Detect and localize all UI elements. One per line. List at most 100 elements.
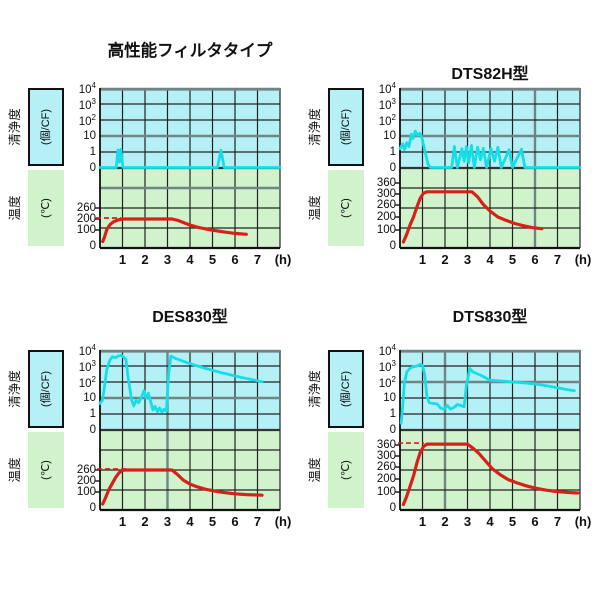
cleanliness-tick-label: 10 — [58, 130, 96, 143]
chart-title: DTS830型 — [452, 309, 528, 326]
temperature-axis-label: 温度 — [8, 195, 22, 221]
temperature-tick-label: 260 — [376, 199, 396, 211]
cleanliness-tick-label: 104 — [58, 82, 96, 97]
cleanliness-tick-label: 10 — [358, 392, 396, 405]
cleanliness-line — [98, 148, 282, 169]
cleanliness-axis-label: 清浄度 — [8, 370, 22, 408]
x-tick-label: 4 — [186, 252, 194, 267]
temperature-axis-label: 温度 — [308, 457, 322, 483]
x-tick-label: 6 — [231, 514, 239, 529]
x-tick-label: 2 — [441, 514, 449, 529]
cleanliness-tick-label: 104 — [358, 82, 396, 97]
cleanliness-axis-label: 清浄度 — [308, 370, 322, 408]
cleanliness-tick-label: 104 — [358, 344, 396, 359]
tick-base: 10 — [383, 392, 396, 404]
x-tick-label: 6 — [531, 514, 539, 529]
tick-exponent: 3 — [391, 97, 396, 106]
cleanliness-tick-label: 0 — [58, 424, 96, 437]
x-tick-label: 3 — [463, 514, 472, 529]
chart-title: DES830型 — [152, 309, 228, 326]
x-tick-label: 5 — [508, 252, 517, 267]
cleanliness-tick-label: 10 — [58, 392, 96, 405]
tick-exponent: 4 — [391, 81, 396, 90]
cleanliness-unit-label: (個/CF) — [40, 370, 52, 408]
tick-exponent: 3 — [91, 97, 96, 106]
temperature-unit-box — [28, 170, 64, 246]
x-tick-label: 1 — [418, 514, 427, 529]
x-tick-label: 5 — [508, 514, 517, 529]
temperature-line — [101, 468, 264, 506]
tick-base: 10 — [383, 130, 396, 142]
tick-base: 0 — [89, 162, 96, 174]
temperature-axis-label: 温度 — [308, 195, 322, 221]
plot-area — [395, 87, 582, 250]
tick-base: 10 — [378, 377, 392, 390]
cleanliness-unit-box — [328, 88, 364, 166]
temperature-line — [401, 442, 580, 507]
chart-panel: DES830型 清浄度 (個/CF) 温度 (℃) 104 103 102 10 1 0 0 100 20… — [0, 262, 300, 562]
temperature-tick-label: 0 — [89, 502, 96, 514]
cleanliness-axis-label: 清浄度 — [308, 108, 322, 146]
temperature-tick-label: 0 — [389, 240, 396, 252]
x-unit-label: (h) — [574, 514, 592, 529]
temperature-axis-label: 温度 — [8, 457, 22, 483]
cleanliness-unit-label: (個/CF) — [40, 108, 52, 146]
chart-title: 高性能フィルタタイプ — [107, 42, 273, 60]
cleanliness-unit-box — [328, 350, 364, 428]
x-unit-label: (h) — [274, 514, 292, 529]
plot-grid — [395, 349, 581, 512]
temperature-line — [101, 217, 248, 244]
x-tick-label: 1 — [418, 252, 427, 267]
tick-base: 10 — [78, 115, 92, 128]
x-unit-label: (h) — [574, 252, 592, 267]
x-tick-label: 2 — [141, 514, 149, 529]
x-tick-label: 3 — [163, 514, 172, 529]
temperature-tick-label: 300 — [376, 450, 396, 462]
cleanliness-unit-box — [28, 88, 64, 166]
x-tick-label: 1 — [118, 514, 127, 529]
temperature-tick-label: 260 — [76, 464, 96, 476]
tick-exponent: 2 — [91, 375, 96, 384]
temperature-unit-box — [328, 432, 364, 508]
chart-panel: DTS82H型 清浄度 (個/CF) 温度 (℃) 104 103 102 10 1 0 0 100 20… — [300, 0, 600, 300]
tick-base: 10 — [378, 99, 392, 112]
x-tick-label: 7 — [253, 514, 262, 529]
temperature-tick-label: 200 — [76, 213, 96, 225]
x-tick-label: 4 — [186, 514, 194, 529]
temperature-tick-label: 100 — [76, 224, 96, 236]
plot-area — [395, 349, 581, 512]
cleanliness-unit-label: (個/CF) — [340, 370, 352, 408]
tick-base: 1 — [389, 408, 396, 420]
tick-base: 1 — [89, 408, 96, 420]
cleanliness-axis-label: 清浄度 — [8, 108, 22, 146]
temperature-unit-label: (℃) — [340, 198, 352, 218]
cleanliness-tick-label: 103 — [58, 360, 96, 375]
tick-exponent: 3 — [91, 359, 96, 368]
temperature-tick-label: 300 — [376, 188, 396, 200]
temperature-unit-box — [328, 170, 364, 246]
tick-base: 10 — [78, 377, 92, 390]
cleanliness-unit-label: (個/CF) — [340, 108, 352, 146]
temperature-unit-label: (℃) — [40, 198, 52, 218]
tick-base: 0 — [389, 424, 396, 436]
cleanliness-tick-label: 0 — [358, 424, 396, 437]
tick-base: 10 — [378, 83, 392, 96]
temperature-unit-label: (℃) — [40, 460, 52, 480]
temperature-unit-box — [28, 432, 64, 508]
tick-base: 10 — [78, 345, 92, 358]
temperature-tick-label: 260 — [376, 461, 396, 473]
temperature-tick-label: 360 — [376, 439, 396, 451]
cleanliness-line — [98, 354, 264, 414]
cleanliness-tick-label: 1 — [358, 146, 396, 159]
temperature-tick-label: 100 — [376, 224, 396, 236]
x-tick-label: 3 — [163, 252, 172, 267]
cleanliness-tick-label: 102 — [58, 376, 96, 391]
x-tick-label: 2 — [141, 252, 149, 267]
tick-exponent: 3 — [391, 359, 396, 368]
temperature-tick-label: 100 — [376, 486, 396, 498]
temperature-line — [401, 190, 544, 244]
cleanliness-tick-label: 103 — [58, 98, 96, 113]
cleanliness-tick-label: 102 — [358, 114, 396, 129]
cleanliness-tick-label: 102 — [358, 376, 396, 391]
